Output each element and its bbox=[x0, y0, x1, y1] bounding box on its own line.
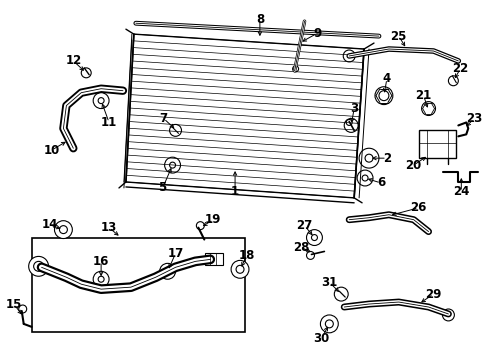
Text: 19: 19 bbox=[204, 213, 221, 226]
Circle shape bbox=[343, 50, 354, 62]
Circle shape bbox=[442, 309, 453, 321]
Circle shape bbox=[447, 76, 457, 86]
Text: 10: 10 bbox=[43, 144, 60, 157]
Circle shape bbox=[93, 93, 109, 109]
Circle shape bbox=[54, 221, 72, 239]
Text: 20: 20 bbox=[405, 159, 421, 172]
Text: 22: 22 bbox=[451, 62, 468, 75]
Text: 11: 11 bbox=[101, 116, 117, 129]
Circle shape bbox=[231, 260, 248, 278]
Circle shape bbox=[19, 305, 27, 313]
Text: 2: 2 bbox=[382, 152, 390, 165]
Text: 21: 21 bbox=[415, 89, 431, 102]
Circle shape bbox=[306, 230, 322, 246]
Text: 9: 9 bbox=[313, 27, 321, 40]
Text: 31: 31 bbox=[321, 276, 337, 289]
Text: 30: 30 bbox=[313, 332, 329, 345]
Text: 28: 28 bbox=[293, 241, 309, 254]
Circle shape bbox=[306, 251, 314, 260]
Text: 27: 27 bbox=[296, 219, 312, 232]
Circle shape bbox=[196, 222, 204, 230]
Text: 5: 5 bbox=[158, 181, 166, 194]
Circle shape bbox=[320, 315, 338, 333]
Text: 16: 16 bbox=[93, 255, 109, 268]
Text: 24: 24 bbox=[452, 185, 468, 198]
Text: 25: 25 bbox=[390, 30, 406, 42]
Circle shape bbox=[374, 87, 392, 105]
Text: 18: 18 bbox=[238, 249, 255, 262]
Circle shape bbox=[169, 125, 181, 136]
Text: 12: 12 bbox=[65, 54, 81, 67]
Text: 29: 29 bbox=[425, 288, 441, 301]
Bar bbox=[205, 253, 223, 265]
Text: 3: 3 bbox=[349, 102, 358, 115]
Text: 1: 1 bbox=[230, 185, 239, 198]
Text: 13: 13 bbox=[101, 221, 117, 234]
Circle shape bbox=[344, 118, 357, 132]
Text: 17: 17 bbox=[167, 247, 183, 260]
Circle shape bbox=[421, 102, 435, 116]
Text: 15: 15 bbox=[5, 297, 22, 311]
Text: 7: 7 bbox=[159, 112, 167, 125]
Text: 26: 26 bbox=[409, 201, 426, 214]
Text: 8: 8 bbox=[255, 13, 264, 26]
Circle shape bbox=[160, 264, 175, 279]
Text: 6: 6 bbox=[376, 176, 384, 189]
Text: 14: 14 bbox=[41, 218, 58, 231]
Circle shape bbox=[81, 68, 91, 78]
Circle shape bbox=[29, 256, 48, 276]
Circle shape bbox=[334, 287, 347, 301]
Circle shape bbox=[346, 120, 351, 125]
Circle shape bbox=[164, 157, 180, 173]
Text: 4: 4 bbox=[382, 72, 390, 85]
Circle shape bbox=[93, 271, 109, 287]
Circle shape bbox=[356, 170, 372, 186]
Bar bbox=[418, 130, 455, 158]
Text: 23: 23 bbox=[465, 112, 481, 125]
Circle shape bbox=[292, 66, 298, 72]
Circle shape bbox=[358, 148, 378, 168]
Bar bbox=[32, 238, 244, 332]
